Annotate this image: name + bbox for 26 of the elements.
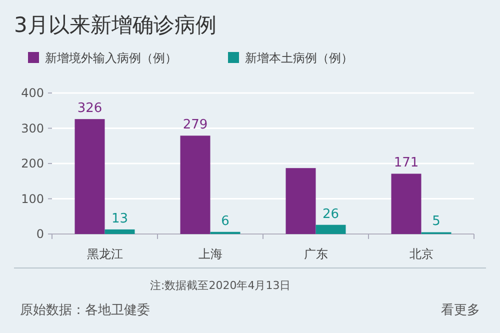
bar — [391, 174, 422, 234]
x-tick-label: 北京 — [409, 247, 434, 261]
y-tick-label: 200 — [21, 156, 44, 170]
x-tick-label: 广东 — [304, 247, 328, 261]
y-tick-label: 100 — [21, 192, 44, 206]
x-tick-label: 上海 — [198, 247, 222, 261]
data-label: 13 — [111, 211, 128, 226]
data-label: 5 — [432, 214, 440, 230]
bar — [104, 229, 135, 234]
data-label: 6 — [221, 214, 230, 229]
data-label: 171 — [394, 156, 419, 171]
y-tick-label: 400 — [21, 86, 44, 100]
data-label: 279 — [182, 118, 208, 133]
bar — [74, 119, 105, 234]
text: 注:数据截至2020年4月13日 — [150, 279, 291, 292]
bar — [286, 168, 316, 234]
chart-title: 3月以来新增确诊病例 — [14, 13, 216, 37]
bar — [180, 136, 210, 234]
bar — [316, 224, 346, 234]
x-tick-label: 黑龙江 — [86, 247, 123, 261]
y-tick-label: 300 — [21, 121, 44, 136]
text: 看更多 — [441, 303, 480, 318]
data-label: 326 — [77, 101, 102, 116]
text: 原始数据：各地卫健委 — [20, 303, 150, 318]
data-label: 26 — [322, 206, 340, 222]
y-tick-label: 0 — [36, 227, 44, 241]
